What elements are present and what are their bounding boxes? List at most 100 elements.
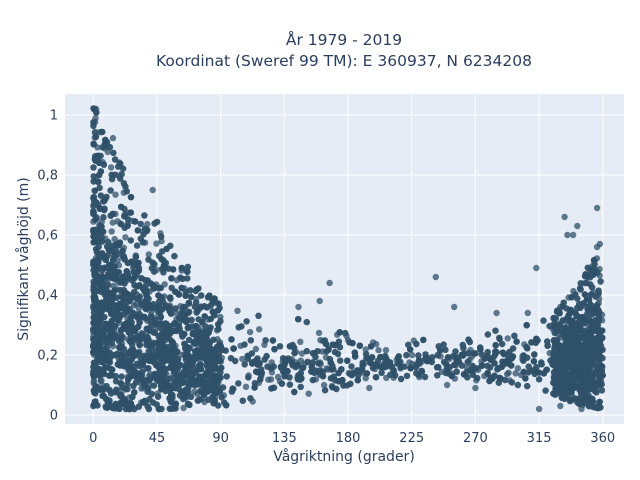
data-point <box>101 264 108 271</box>
data-point <box>111 156 119 163</box>
data-point <box>155 302 162 309</box>
data-point <box>403 352 410 359</box>
data-point <box>271 346 278 353</box>
data-point <box>124 385 131 393</box>
data-point <box>158 233 165 240</box>
data-point <box>123 188 130 195</box>
data-point <box>149 340 156 348</box>
data-point <box>145 348 152 355</box>
data-point <box>96 386 104 393</box>
data-point <box>241 361 248 368</box>
data-point <box>197 303 204 310</box>
data-point <box>117 160 124 167</box>
data-point <box>321 387 329 394</box>
data-point <box>97 377 104 385</box>
data-point <box>552 349 560 356</box>
data-point <box>538 359 545 366</box>
data-point <box>331 348 339 356</box>
data-point <box>304 358 311 366</box>
data-point <box>229 385 236 392</box>
data-point <box>191 388 198 395</box>
data-point <box>92 390 99 397</box>
data-point <box>184 324 192 332</box>
data-point <box>182 292 189 299</box>
data-point <box>584 393 592 400</box>
data-point <box>151 261 158 268</box>
data-point <box>551 374 558 381</box>
data-point <box>189 380 196 388</box>
data-point <box>187 287 194 294</box>
data-point <box>92 133 100 140</box>
data-point <box>420 336 427 344</box>
data-point <box>184 268 191 275</box>
data-point <box>415 357 423 364</box>
data-point <box>106 372 113 379</box>
data-point <box>492 342 499 349</box>
data-point <box>390 367 397 374</box>
data-point <box>153 218 161 226</box>
data-point <box>244 352 251 360</box>
data-point <box>568 389 575 396</box>
data-point <box>136 341 143 349</box>
data-point <box>166 304 173 311</box>
data-point <box>586 316 593 324</box>
data-point <box>597 278 604 285</box>
data-point <box>573 304 581 312</box>
data-point <box>587 301 594 308</box>
data-point <box>583 279 590 286</box>
data-point <box>180 404 187 412</box>
data-point <box>154 393 162 400</box>
data-point <box>105 350 112 357</box>
data-point <box>235 324 242 331</box>
data-point <box>278 380 286 387</box>
data-point <box>167 295 174 302</box>
data-point <box>146 327 153 334</box>
data-point <box>241 341 248 348</box>
data-point <box>351 349 358 356</box>
data-point <box>90 173 97 180</box>
data-point <box>179 373 186 380</box>
data-point <box>256 326 263 333</box>
data-point <box>141 313 148 320</box>
data-point <box>291 349 298 357</box>
data-point <box>252 345 260 353</box>
data-point <box>136 282 143 289</box>
data-point <box>178 284 185 292</box>
data-point <box>113 350 121 358</box>
data-point <box>170 346 178 353</box>
data-point <box>588 284 596 291</box>
data-point <box>211 372 218 380</box>
data-point <box>239 397 246 404</box>
data-point <box>93 199 100 206</box>
data-point <box>172 305 179 312</box>
data-point <box>267 365 275 372</box>
data-point <box>104 338 111 346</box>
data-point <box>448 372 455 380</box>
data-point <box>460 345 467 352</box>
data-point <box>257 376 264 383</box>
data-point <box>418 368 426 375</box>
data-point <box>123 268 130 275</box>
data-point <box>336 344 344 351</box>
data-point <box>104 399 112 406</box>
data-point <box>509 345 517 352</box>
data-point <box>141 377 148 384</box>
data-point <box>514 381 522 389</box>
data-point <box>102 289 109 296</box>
data-point <box>474 374 481 382</box>
data-point <box>513 338 520 345</box>
data-point <box>596 309 603 316</box>
data-point <box>470 350 478 357</box>
data-point <box>347 380 354 387</box>
data-point <box>127 237 134 244</box>
data-point <box>90 164 97 171</box>
data-point <box>397 375 405 383</box>
data-point <box>251 384 258 391</box>
data-point <box>98 223 105 230</box>
data-point <box>309 376 317 384</box>
data-point <box>145 365 152 372</box>
data-point <box>217 364 224 372</box>
data-point <box>136 334 143 342</box>
data-point <box>197 387 204 395</box>
data-point <box>377 353 384 361</box>
